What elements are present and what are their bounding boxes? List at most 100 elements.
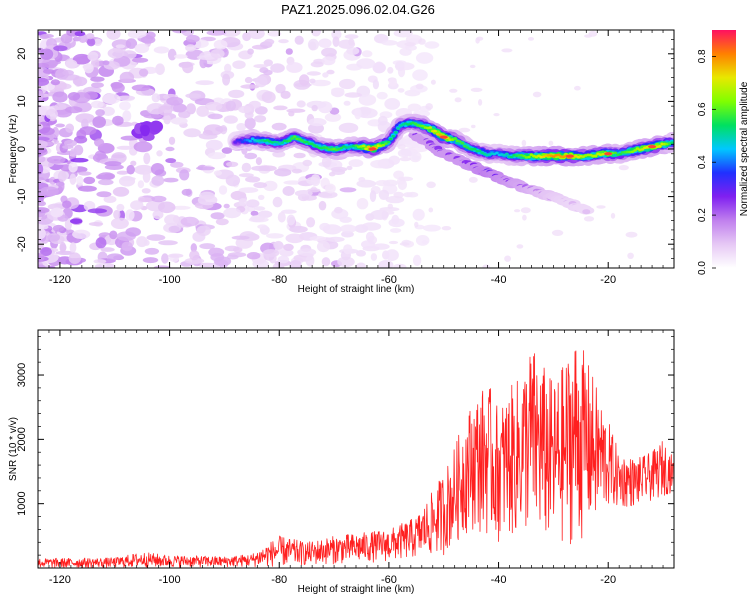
ridge-mark	[275, 141, 280, 144]
noise-blob	[262, 249, 280, 258]
noise-blob	[77, 185, 97, 192]
noise-blob	[106, 30, 121, 40]
ridge-peak	[565, 154, 574, 158]
noise-blob	[291, 168, 302, 174]
noise-blob	[141, 188, 151, 194]
noise-blob	[286, 62, 303, 73]
noise-blob	[520, 207, 531, 214]
noise-blob	[116, 170, 129, 175]
noise-blob	[255, 157, 262, 166]
noise-blob	[168, 225, 180, 233]
noise-blob	[286, 214, 296, 226]
noise-blob	[583, 216, 595, 222]
noise-blob	[412, 208, 425, 221]
colorbar-scale	[712, 30, 736, 268]
noise-blob	[226, 254, 239, 260]
noise-blob	[186, 34, 200, 43]
noise-blob	[206, 30, 227, 36]
noise-blob	[289, 259, 302, 268]
noise-blob	[170, 161, 184, 168]
noise-blob	[38, 201, 46, 207]
noise-blob	[92, 116, 106, 128]
ridge-mark	[433, 129, 438, 133]
noise-blob	[101, 106, 115, 117]
noise-blob	[493, 113, 500, 117]
noise-blob	[38, 77, 50, 86]
ridge-mark	[339, 146, 344, 150]
noise-blob	[120, 176, 136, 181]
noise-blob	[244, 117, 256, 130]
noise-blob	[86, 38, 96, 47]
noise-blob	[307, 188, 321, 193]
noise-blob	[441, 226, 452, 231]
ridge-mark	[630, 150, 635, 153]
noise-blob	[157, 201, 176, 214]
noise-blob	[72, 229, 91, 239]
noise-blob	[238, 173, 254, 178]
noise-blob	[113, 209, 121, 220]
noise-blob	[475, 37, 480, 44]
noise-blob	[372, 243, 390, 250]
noise-blob	[232, 60, 246, 69]
noise-blob	[331, 87, 345, 93]
snr-axes: -120 -100 -80 -60 -40 -20 1000 2000 3000	[16, 330, 675, 586]
noise-blob	[263, 59, 273, 67]
noise-blob	[53, 45, 68, 52]
noise-blob	[281, 209, 297, 214]
noise-blob	[318, 200, 327, 211]
x-tick-label: -80	[271, 574, 287, 586]
noise-blob	[407, 103, 422, 112]
noise-blob	[248, 30, 265, 40]
noise-blob	[415, 52, 434, 64]
noise-blob	[222, 73, 231, 86]
noise-blob	[246, 199, 260, 208]
ridge-mark	[495, 151, 499, 155]
noise-blob	[398, 176, 414, 182]
noise-blob	[618, 165, 629, 171]
noise-blob	[153, 46, 170, 54]
noise-blob	[98, 262, 115, 268]
noise-blob	[90, 100, 104, 109]
noise-blob	[415, 235, 430, 246]
noise-blob	[87, 208, 108, 214]
noise-blob	[225, 174, 241, 187]
noise-blob	[424, 41, 440, 49]
noise-blob	[76, 175, 84, 186]
noise-blob	[356, 179, 377, 188]
y-tick-label: 2000	[16, 427, 28, 451]
noise-blob	[522, 214, 527, 221]
noise-blob	[469, 64, 476, 69]
noise-blob	[83, 200, 96, 212]
ridge-mark	[364, 147, 368, 151]
noise-blob	[161, 253, 169, 264]
noise-blob	[339, 78, 356, 90]
x-tick-label: -60	[381, 274, 397, 286]
noise-blob	[332, 36, 340, 47]
noise-blob	[223, 203, 230, 209]
noise-blob	[96, 174, 108, 180]
noise-blob	[328, 172, 336, 177]
noise-blob	[311, 30, 322, 37]
noise-blob	[279, 249, 294, 257]
noise-blob	[426, 181, 436, 189]
noise-blob	[361, 50, 373, 58]
noise-blob	[449, 88, 458, 93]
noise-blob	[163, 177, 179, 183]
noise-blob	[171, 205, 191, 210]
noise-blob	[47, 233, 60, 242]
figure-title: PAZ1.2025.096.02.04.G26	[281, 2, 435, 17]
noise-blob	[74, 135, 88, 144]
noise-blob	[68, 161, 78, 173]
noise-blob	[385, 211, 395, 215]
ridge-mark	[463, 144, 467, 148]
noise-blob	[115, 44, 126, 49]
ridge-mark	[389, 137, 393, 141]
noise-blob	[294, 35, 304, 45]
noise-blob	[38, 264, 46, 268]
ridge-mark	[300, 139, 304, 142]
ridge-mark	[527, 155, 531, 159]
noise-blob	[39, 186, 59, 196]
noise-blob	[379, 207, 400, 212]
noise-blob	[210, 212, 225, 220]
noise-blob	[179, 169, 190, 181]
